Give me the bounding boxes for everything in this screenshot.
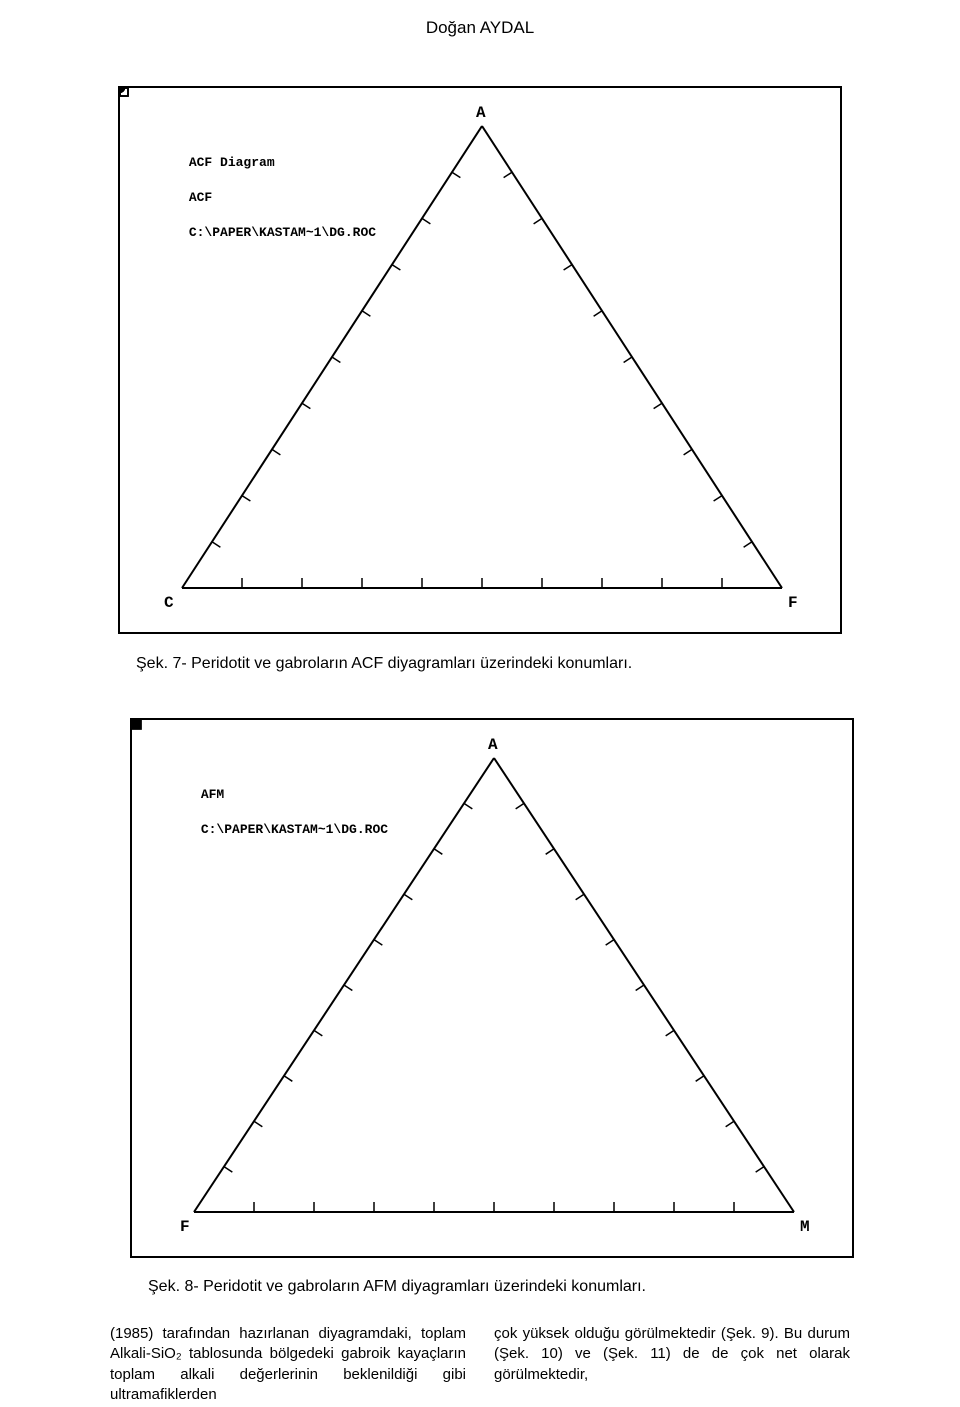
figure-8-caption: Şek. 8- Peridotit ve gabroların AFM diya… (148, 1278, 646, 1296)
afm-vertex-m: M (800, 1218, 810, 1236)
body-left-column: (1985) tarafından hazırlanan diyagramdak… (110, 1324, 466, 1405)
acf-vertex-c: C (164, 594, 174, 612)
figure-7-caption: Şek. 7- Peridotit ve gabroların ACF diya… (136, 655, 632, 673)
afm-vertex-f: F (180, 1218, 190, 1236)
acf-triangle-svg (120, 88, 844, 636)
afm-vertex-a: A (488, 736, 498, 754)
afm-diagram-box: AFM C:\PAPER\KASTAM~1\DG.ROC A F M (130, 718, 854, 1258)
body-text-columns: (1985) tarafından hazırlanan diyagramdak… (110, 1324, 850, 1405)
afm-triangle-svg (132, 720, 856, 1260)
acf-vertex-a: A (476, 104, 486, 122)
acf-vertex-f: F (788, 594, 798, 612)
author-name: Doğan AYDAL (426, 18, 534, 37)
page-header: Doğan AYDAL (0, 0, 960, 38)
acf-diagram-box: ACF Diagram ACF C:\PAPER\KASTAM~1\DG.ROC… (118, 86, 842, 634)
body-right-column: çok yüksek olduğu görülmektedir (Şek. 9)… (494, 1324, 850, 1405)
